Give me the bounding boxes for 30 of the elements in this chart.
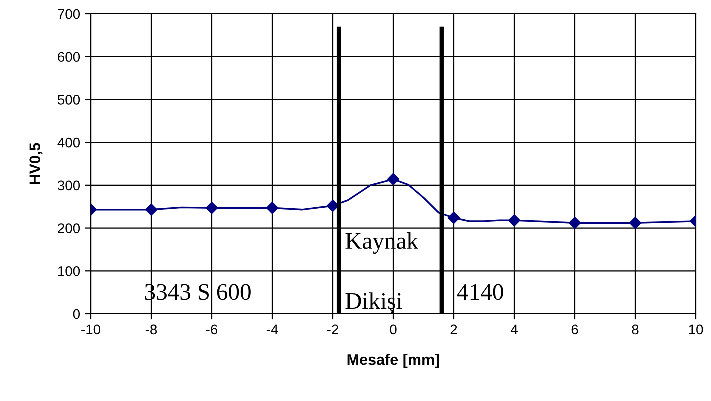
point — [266, 202, 279, 214]
point — [448, 212, 460, 224]
annotation: 4140 — [457, 284, 504, 300]
y-tick-label: 600 — [58, 52, 80, 62]
x-axis-title: Mesafe [mm] — [348, 354, 440, 368]
x-tick-label: 6 — [572, 324, 578, 335]
x-tick-label: -4 — [266, 324, 278, 334]
y-tick-label: 200 — [58, 224, 80, 234]
point — [387, 173, 400, 186]
y-axis-title: HV0,5 — [30, 143, 43, 184]
point — [206, 202, 218, 214]
y-tick-label: 100 — [58, 266, 80, 276]
y-tick-label: 700 — [58, 9, 80, 20]
x-tick-label: 2 — [450, 324, 458, 334]
x-tick-label: -2 — [327, 324, 338, 334]
x-tick-label: 0 — [390, 324, 397, 335]
x-tick-label: 4 — [510, 324, 518, 334]
x-tick-label: -8 — [146, 324, 158, 335]
y-tick-label: 500 — [58, 95, 80, 105]
y-tick-label: 0 — [73, 309, 80, 320]
point — [508, 214, 521, 227]
point — [145, 204, 158, 216]
point — [568, 217, 582, 230]
y-tick-label: 300 — [58, 180, 80, 191]
x-tick-label: -10 — [82, 324, 100, 335]
x-tick-label: -6 — [206, 324, 218, 335]
point — [629, 217, 642, 230]
x-tick-label: 8 — [632, 324, 639, 335]
y-tick-label: 400 — [58, 138, 80, 148]
x-tick-label: 10 — [689, 324, 704, 335]
